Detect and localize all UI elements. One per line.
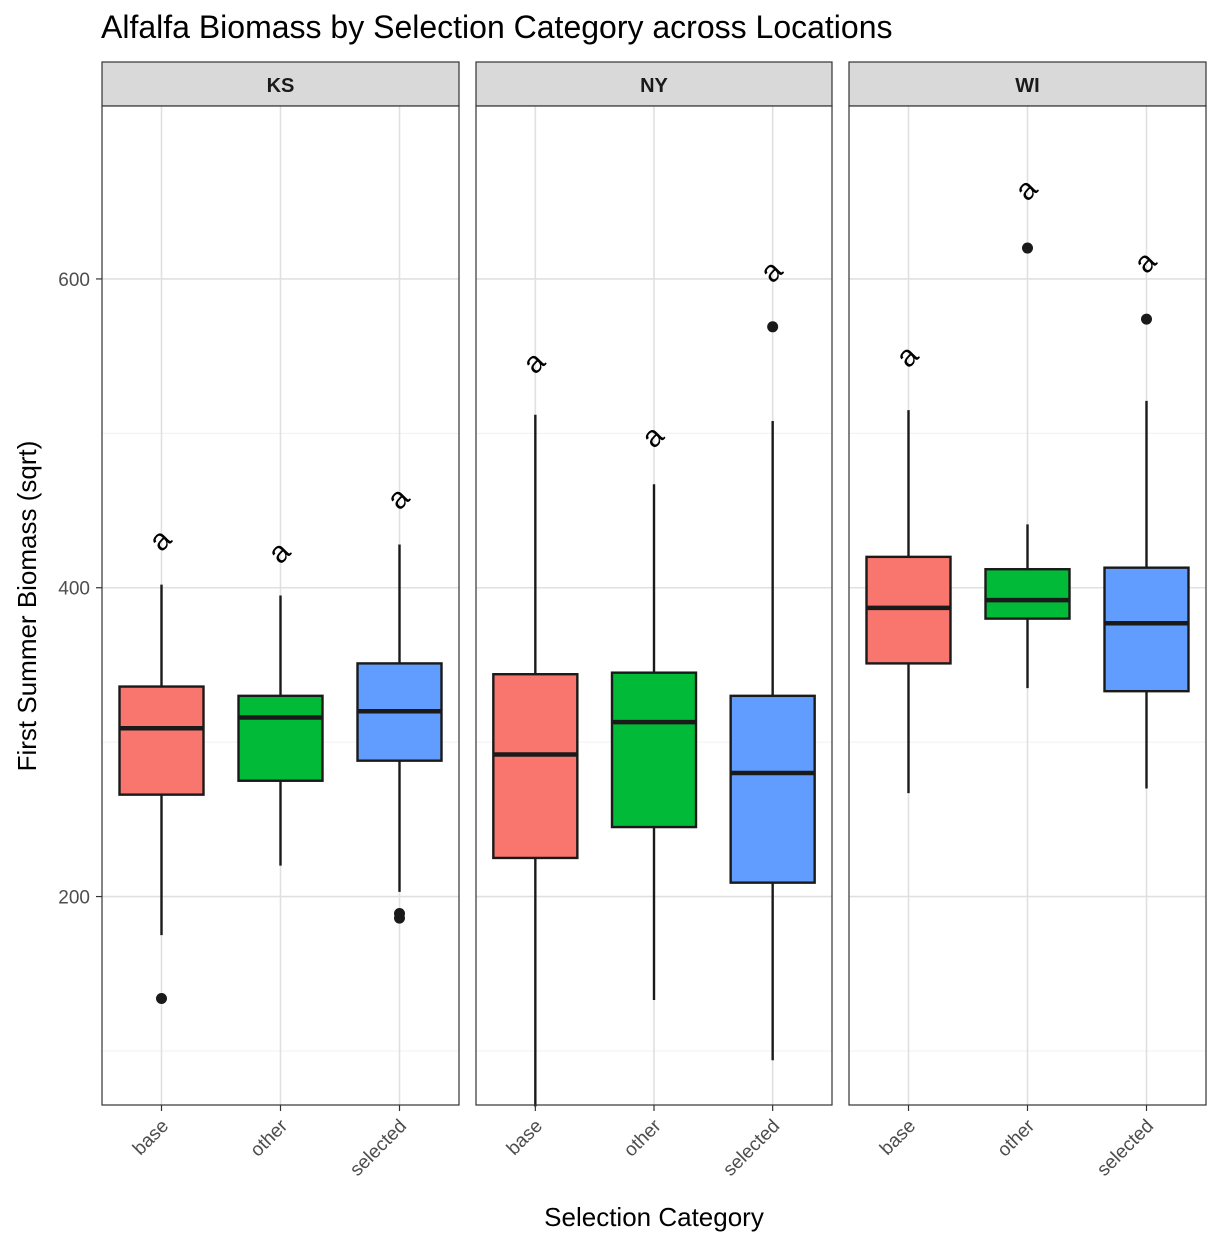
box-outlier	[767, 321, 779, 333]
x-tick-label-other: other	[620, 1115, 666, 1161]
box-iqr	[984, 568, 1071, 620]
x-tick-label-selected: selected	[346, 1116, 411, 1181]
x-tick-label-base: base	[129, 1116, 173, 1160]
facet-strip-label-ny: NY	[640, 75, 668, 97]
box-iqr	[237, 694, 324, 782]
x-tick-label-selected: selected	[719, 1116, 784, 1181]
facet-panel-ny: NY aaa base other selected	[475, 61, 833, 1181]
box-iqr	[1103, 566, 1190, 693]
chart-title: Alfalfa Biomass by Selection Category ac…	[101, 9, 893, 45]
box-iqr	[865, 555, 952, 665]
y-tick-label-400: 400	[58, 579, 90, 600]
x-tick-label-selected: selected	[1093, 1116, 1158, 1181]
box-ny-base: a	[492, 345, 579, 1107]
box-outlier	[1141, 313, 1152, 325]
x-tick-label-other: other	[994, 1115, 1040, 1161]
box-iqr	[492, 673, 579, 860]
x-axis-title: Selection Category	[544, 1202, 764, 1232]
box-outlier	[1022, 242, 1033, 254]
x-tick-label-other: other	[247, 1115, 293, 1161]
facet-strip-label-wi: WI	[1015, 75, 1039, 97]
x-tick-label-base: base	[503, 1116, 547, 1160]
x-tick-label-base: base	[876, 1116, 920, 1160]
y-tick-label-600: 600	[58, 270, 90, 291]
facet-strip-wi	[848, 61, 1207, 107]
facet-strip-ks	[101, 61, 460, 107]
y-tick-label-200: 200	[58, 888, 90, 909]
facet-strip-ny	[475, 61, 833, 107]
facet-strip-label-ks: KS	[267, 75, 295, 97]
box-ny-other: a	[610, 419, 698, 1001]
box-ny-selected: a	[729, 254, 816, 1061]
y-axis-title: First Summer Biomass (sqrt)	[12, 441, 42, 772]
box-iqr	[729, 694, 816, 884]
box-iqr	[118, 685, 205, 796]
box-iqr	[610, 671, 698, 829]
box-outlier	[394, 912, 405, 924]
box-outlier	[156, 992, 167, 1004]
